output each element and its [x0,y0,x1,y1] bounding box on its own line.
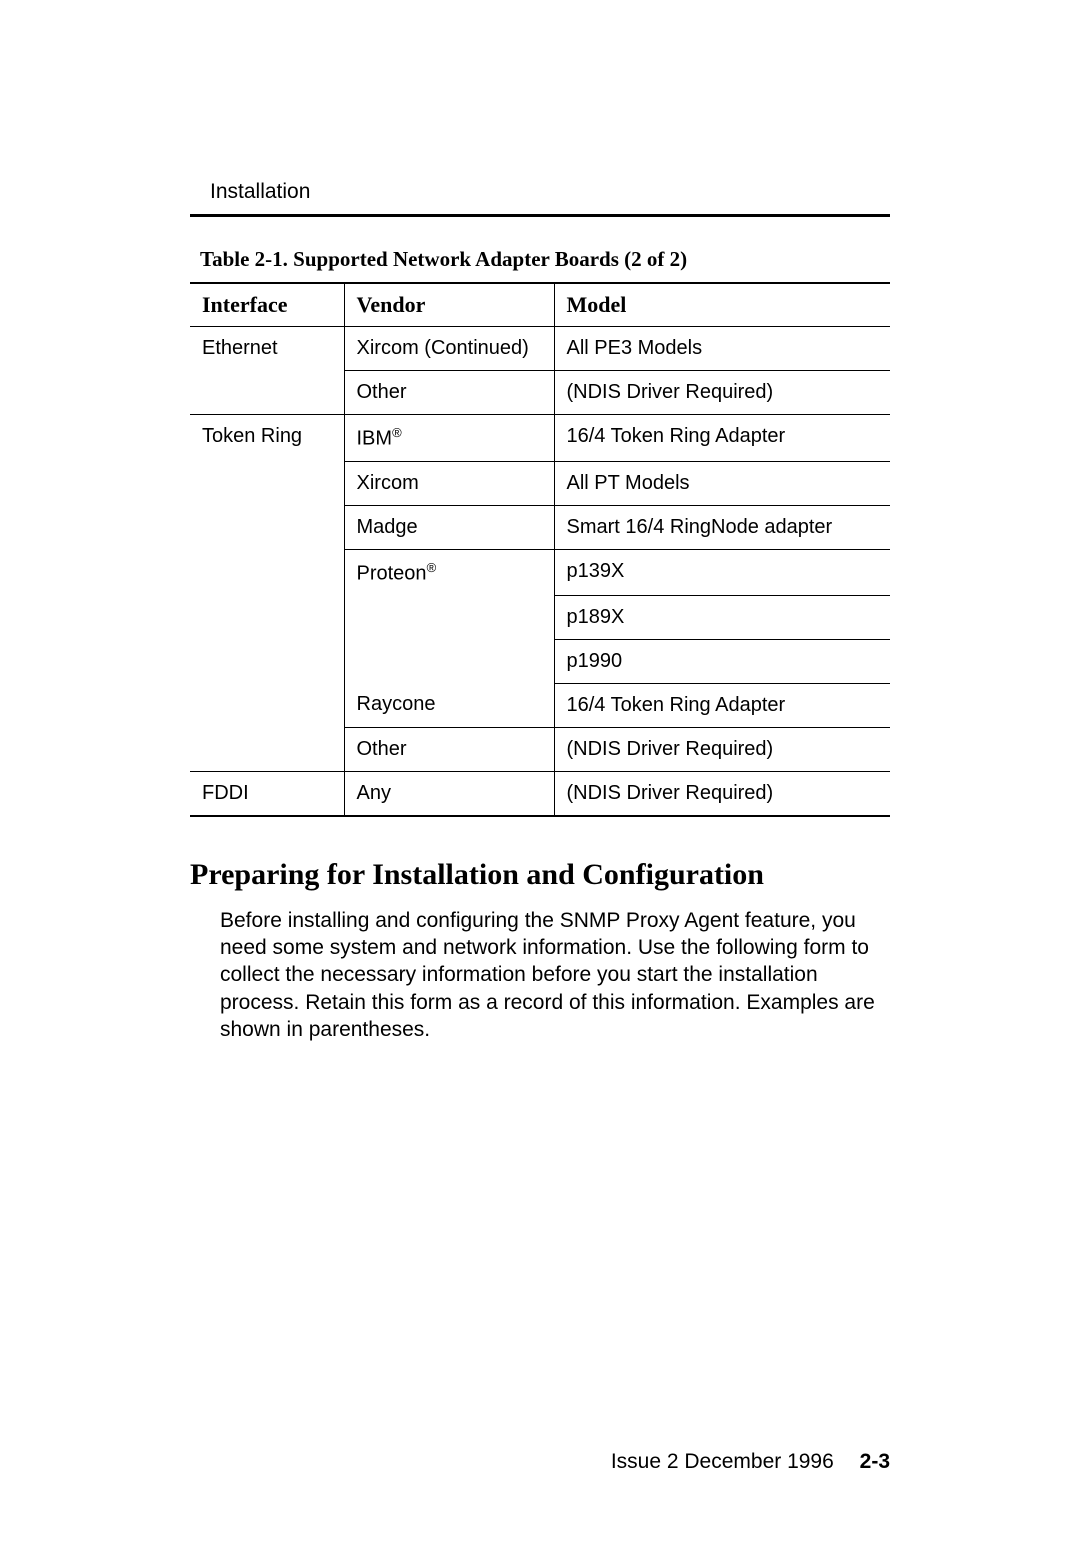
registered-icon: ® [427,560,437,575]
table-row: MadgeSmart 16/4 RingNode adapter [190,505,890,549]
cell-model: p1990 [554,639,890,683]
table-row: p189X [190,595,890,639]
registered-icon: ® [392,425,402,440]
cell-vendor: Other [344,371,554,415]
cell-interface: FDDI [190,771,344,816]
cell-interface [190,549,344,595]
cell-model: (NDIS Driver Required) [554,371,890,415]
running-header: Installation [190,180,890,204]
cell-model: (NDIS Driver Required) [554,771,890,816]
cell-model: Smart 16/4 RingNode adapter [554,505,890,549]
table-row: Proteon®p139X [190,549,890,595]
header-rule [190,214,890,217]
cell-interface: Ethernet [190,327,344,371]
cell-vendor: Other [344,727,554,771]
cell-vendor: IBM® [344,415,554,462]
cell-vendor: Madge [344,505,554,549]
table-caption: Table 2-1. Supported Network Adapter Boa… [190,247,890,272]
page: Installation Table 2-1. Supported Networ… [0,0,1080,1564]
cell-vendor [344,639,554,683]
section-heading: Preparing for Installation and Configura… [190,857,890,893]
footer-issue: Issue 2 December 1996 [611,1450,834,1473]
table-row: Other(NDIS Driver Required) [190,727,890,771]
table-body: EthernetXircom (Continued)All PE3 Models… [190,327,890,816]
section-body: Before installing and configuring the SN… [190,907,890,1043]
table-row: Raycone16/4 Token Ring Adapter [190,683,890,727]
cell-vendor: Xircom [344,461,554,505]
table-row: Token RingIBM®16/4 Token Ring Adapter [190,415,890,462]
cell-interface [190,683,344,727]
cell-vendor [344,595,554,639]
vendor-text: IBM [357,428,393,450]
cell-interface [190,461,344,505]
th-model: Model [554,283,890,327]
table-row: EthernetXircom (Continued)All PE3 Models [190,327,890,371]
adapter-table: Interface Vendor Model EthernetXircom (C… [190,282,890,817]
table-header-row: Interface Vendor Model [190,283,890,327]
cell-model: All PE3 Models [554,327,890,371]
th-vendor: Vendor [344,283,554,327]
cell-model: All PT Models [554,461,890,505]
vendor-text: Proteon [357,562,427,584]
cell-vendor: Any [344,771,554,816]
page-footer: Issue 2 December 1996 2-3 [611,1450,890,1474]
cell-interface [190,639,344,683]
cell-interface: Token Ring [190,415,344,462]
cell-model: 16/4 Token Ring Adapter [554,415,890,462]
table-row: FDDIAny(NDIS Driver Required) [190,771,890,816]
cell-model: p139X [554,549,890,595]
cell-model: p189X [554,595,890,639]
cell-vendor: Xircom (Continued) [344,327,554,371]
table-row: p1990 [190,639,890,683]
footer-pagenum: 2-3 [860,1450,890,1473]
th-interface: Interface [190,283,344,327]
cell-interface [190,727,344,771]
cell-vendor: Proteon® [344,549,554,595]
table-row: Other(NDIS Driver Required) [190,371,890,415]
cell-model: (NDIS Driver Required) [554,727,890,771]
cell-interface [190,595,344,639]
cell-model: 16/4 Token Ring Adapter [554,683,890,727]
cell-interface [190,505,344,549]
cell-interface [190,371,344,415]
table-row: XircomAll PT Models [190,461,890,505]
cell-vendor: Raycone [344,683,554,727]
